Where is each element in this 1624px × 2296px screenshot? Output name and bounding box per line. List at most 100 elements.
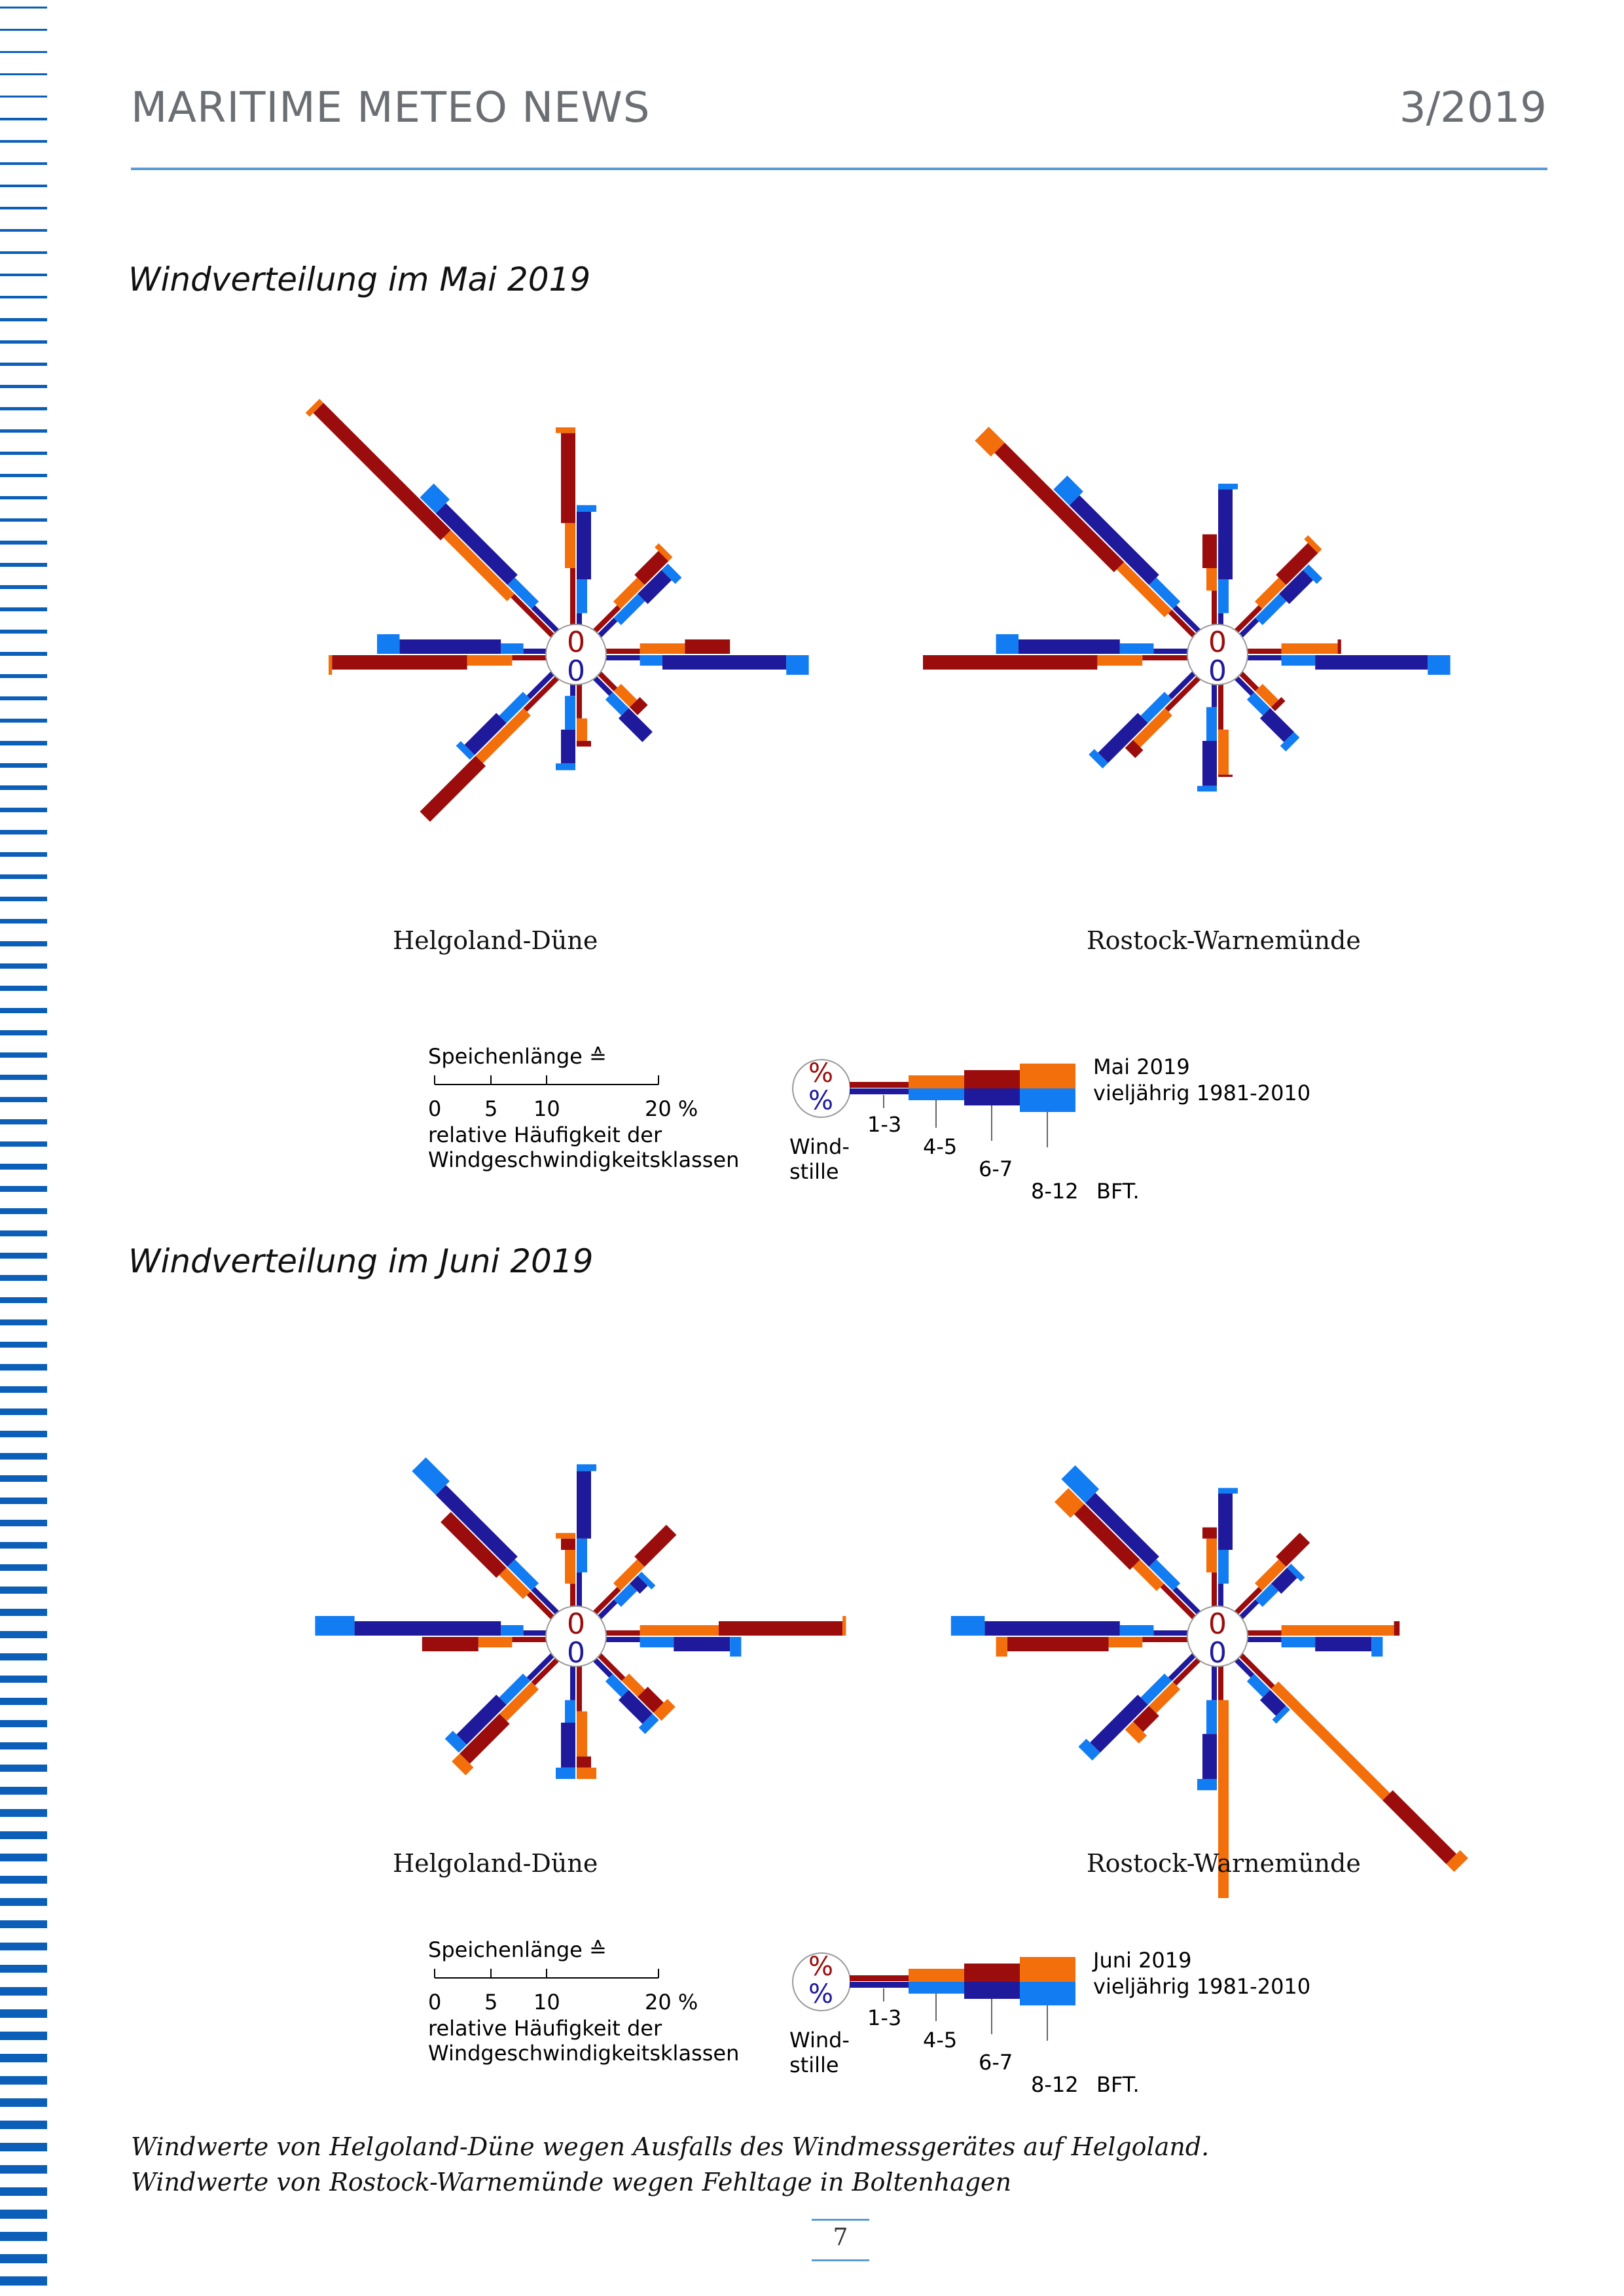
- legend-class-3: 6-7: [979, 1157, 1013, 1181]
- clim-spoke-SE-class-1: [1235, 676, 1255, 696]
- clim-spoke-NW-class-3: [1069, 495, 1159, 585]
- legend-class-1: 1-3: [867, 1112, 902, 1137]
- scale-tick-10: 10: [533, 1990, 560, 2015]
- scale-caption-1: relative Häufigkeit der: [428, 1122, 662, 1147]
- stripe-line: [0, 1920, 47, 1928]
- stripe-line: [0, 674, 47, 678]
- clim-spoke-NW-class-1: [1172, 1587, 1200, 1615]
- stripe-line: [0, 1564, 47, 1571]
- current-spoke-SE-class-3: [1382, 1790, 1456, 1865]
- stripe-line: [0, 1698, 47, 1705]
- stripe-line: [0, 1453, 47, 1460]
- scale-ruler: [434, 1075, 659, 1085]
- current-spoke-SE-class-4: [1446, 1850, 1468, 1873]
- stripe-line: [0, 1141, 47, 1147]
- clim-spoke-SE-class-3: [1259, 1689, 1286, 1716]
- calm-circle: [545, 1605, 607, 1667]
- stripe-line: [0, 7, 47, 9]
- stripe-line: [0, 1164, 47, 1170]
- wind-rose-may-rostock: 00: [923, 426, 1451, 792]
- calm-value-clim: 0: [1208, 1636, 1227, 1670]
- stripe-line: [0, 274, 47, 276]
- current-spoke-NE-class-3: [634, 550, 669, 585]
- current-spoke-NE-class-1: [1235, 1587, 1263, 1615]
- scale-tick-0: 0: [428, 1990, 442, 2015]
- clim-spoke-NW-class-4: [1053, 475, 1083, 506]
- current-spoke-SE-class-1: [1239, 1653, 1275, 1689]
- current-spoke-SW-class-3: [1132, 1706, 1159, 1732]
- stripe-line: [0, 1898, 47, 1906]
- stripe-line: [0, 941, 47, 946]
- stripe-line: [0, 1297, 47, 1303]
- current-spoke-NE-class-2: [613, 577, 645, 609]
- legend-calm-clim: %: [808, 1086, 834, 1116]
- stripe-line: [0, 2098, 47, 2107]
- current-spoke-NE-class-3: [634, 1524, 677, 1567]
- stripe-line: [0, 73, 47, 75]
- stripe-line: [0, 897, 47, 901]
- stripe-line: [0, 429, 47, 433]
- current-spoke-SE-class-1: [598, 672, 618, 692]
- current-spoke-NW-class-3: [1074, 1503, 1140, 1570]
- calm-circle: [1187, 1605, 1248, 1667]
- stripe-line: [0, 1230, 47, 1236]
- stripe-line: [0, 2121, 47, 2129]
- calm-value-clim: 0: [567, 655, 585, 688]
- current-spoke-NE-class-2: [613, 1559, 645, 1591]
- stripe-line: [0, 652, 47, 656]
- scale-tick-20: 20 %: [645, 1096, 698, 1121]
- stripe-line: [0, 1119, 47, 1124]
- legend-current-label: Mai 2019: [1093, 1054, 1190, 1079]
- stripe-line: [0, 518, 47, 522]
- clim-spoke-SW-class-4: [1078, 1738, 1100, 1761]
- legend-unit: BFT.: [1096, 2072, 1140, 2097]
- clim-spoke-SW-class-2: [499, 1673, 531, 1705]
- legend-calm-label-2: stille: [789, 1159, 839, 1184]
- stripe-line: [0, 1542, 47, 1549]
- stripe-line: [0, 1787, 47, 1795]
- stripe-line: [0, 719, 47, 723]
- scale-caption-2: Windgeschwindigkeitsklassen: [428, 1147, 740, 1172]
- footnote-2: Windwerte von Rostock-Warnemünde wegen F…: [131, 2168, 1012, 2197]
- clim-spoke-NW-class-2: [1149, 1559, 1181, 1591]
- clim-spoke-SE-class-1: [593, 1658, 613, 1678]
- clim-spoke-NE-class-3: [1271, 1568, 1297, 1594]
- clim-spoke-NW-class-3: [435, 503, 518, 585]
- stripe-line: [0, 1720, 47, 1727]
- current-spoke-SE-class-4: [653, 1698, 676, 1721]
- clim-spoke-SE-class-1: [1235, 1658, 1255, 1678]
- stripe-line: [0, 1498, 47, 1504]
- section-title-may: Windverteilung im Mai 2019: [128, 260, 591, 298]
- legend-may: Speichenlänge ≙ 0 5 10 20 % relative Häu…: [419, 1044, 1335, 1208]
- stripe-line: [0, 763, 47, 768]
- stripe-line: [0, 1987, 47, 1996]
- stripe-line: [0, 1253, 47, 1259]
- stripe-line: [0, 51, 47, 53]
- stripe-line: [0, 1475, 47, 1482]
- clim-spoke-NE-class-3: [638, 569, 672, 604]
- stripe-line: [0, 1765, 47, 1772]
- stripe-line: [0, 1208, 47, 1214]
- clim-spoke-SW-class-2: [1140, 691, 1172, 723]
- clim-spoke-SW-class-3: [1090, 1695, 1148, 1753]
- stripe-line: [0, 1052, 47, 1058]
- left-stripe-border: [0, 7, 47, 2286]
- clim-spoke-NE-class-1: [598, 617, 618, 637]
- clim-spoke-NE-class-1: [1239, 1599, 1259, 1619]
- stripe-line: [0, 385, 47, 388]
- scale-title: Speichenlänge ≙: [428, 1044, 607, 1069]
- stripe-line: [0, 741, 47, 745]
- wind-rose-june-helgoland: 00: [315, 1457, 846, 1779]
- section-title-june: Windverteilung im Juni 2019: [128, 1242, 594, 1280]
- clim-spoke-SE-class-2: [1246, 692, 1271, 716]
- clim-spoke-NW-class-3: [1085, 1492, 1159, 1567]
- current-spoke-NE-class-4: [655, 543, 673, 562]
- stripe-line: [0, 1609, 47, 1616]
- current-spoke-NW-class-2: [499, 1568, 531, 1600]
- calm-value-current: 0: [567, 626, 585, 659]
- current-spoke-SE-class-1: [598, 1653, 626, 1681]
- clim-spoke-SW-class-1: [1168, 1653, 1196, 1681]
- stripe-line: [0, 340, 47, 344]
- stripe-line: [0, 541, 47, 545]
- stripe-line: [0, 1364, 47, 1371]
